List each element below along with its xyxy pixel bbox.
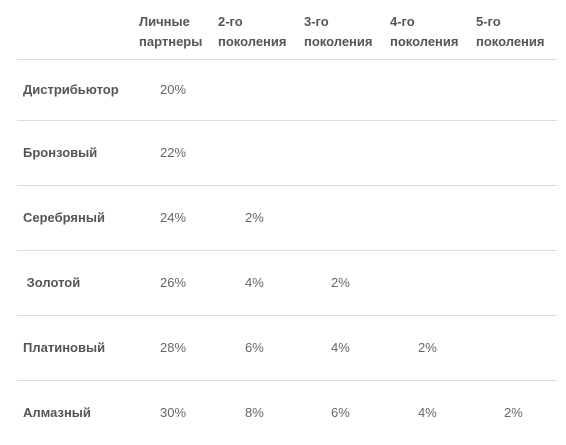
table-cell: 20% bbox=[160, 82, 187, 97]
table-cell: 2% bbox=[418, 340, 437, 355]
column-header-gen5: 5-го поколения bbox=[476, 14, 545, 49]
column-header-gen2: 2-го поколения bbox=[218, 14, 287, 49]
row-label-bronze: Бронзовый bbox=[23, 145, 98, 160]
column-header-gen4: 4-го поколения bbox=[390, 14, 459, 49]
row-label-gold: Золотой bbox=[23, 275, 81, 290]
table-cell: 4% bbox=[331, 340, 350, 355]
row-divider bbox=[17, 250, 557, 251]
row-label-platinum: Платиновый bbox=[23, 340, 106, 355]
table-cell: 2% bbox=[331, 275, 350, 290]
column-header-personal: Личные партнеры bbox=[139, 14, 203, 49]
table-cell: 26% bbox=[160, 275, 187, 290]
table-cell: 4% bbox=[418, 405, 437, 420]
row-divider bbox=[17, 59, 557, 60]
table-cell: 24% bbox=[160, 210, 187, 225]
column-header-gen3: 3-го поколения bbox=[304, 14, 373, 49]
row-divider bbox=[17, 185, 557, 186]
row-divider bbox=[17, 380, 557, 381]
row-label-silver: Серебряный bbox=[23, 210, 105, 225]
table-cell: 28% bbox=[160, 340, 187, 355]
table-cell: 2% bbox=[245, 210, 264, 225]
row-divider bbox=[17, 315, 557, 316]
table-cell: 22% bbox=[160, 145, 187, 160]
table-cell: 2% bbox=[504, 405, 523, 420]
row-label-diamond: Алмазный bbox=[23, 405, 91, 420]
table-cell: 4% bbox=[245, 275, 264, 290]
row-divider bbox=[17, 120, 557, 121]
table-cell: 30% bbox=[160, 405, 187, 420]
row-label-distributor: Дистрибьютор bbox=[23, 82, 119, 97]
table-cell: 6% bbox=[331, 405, 350, 420]
table-cell: 6% bbox=[245, 340, 264, 355]
table-cell: 8% bbox=[245, 405, 264, 420]
